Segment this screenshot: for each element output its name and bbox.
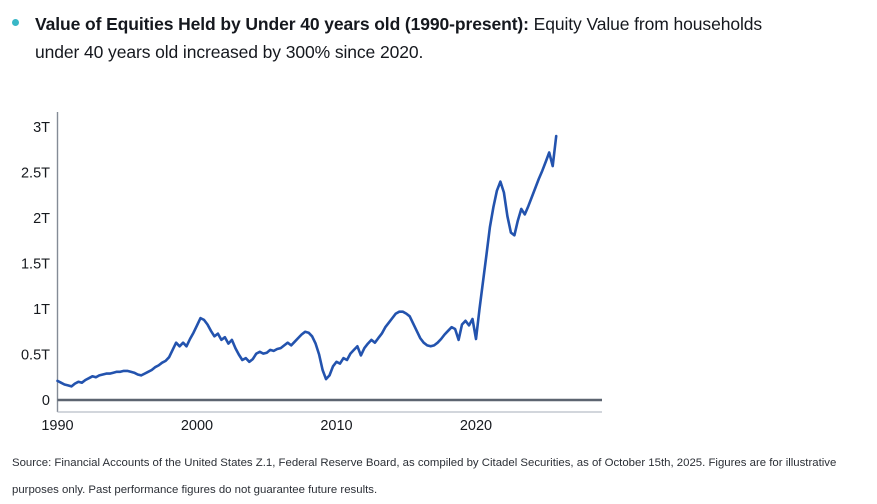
headline: Value of Equities Held by Under 40 years… bbox=[12, 10, 780, 66]
y-tick-label: 2T bbox=[33, 211, 50, 227]
equity-value-series-line bbox=[56, 134, 558, 388]
x-tick-label: 1990 bbox=[41, 418, 73, 434]
y-tick-label: 0 bbox=[42, 393, 50, 409]
x-tick-label: 2020 bbox=[460, 418, 492, 434]
chart-canvas: 0 0.5T 1T 1.5T 2T 2.5T 3T 1990 2000 2010 2020 bbox=[21, 112, 602, 434]
x-tick-label: 2000 bbox=[181, 418, 213, 434]
y-tick-label: 0.5T bbox=[21, 348, 50, 364]
headline-text: Value of Equities Held by Under 40 years… bbox=[35, 10, 780, 66]
y-tick-label: 1.5T bbox=[21, 257, 50, 273]
y-tick-label: 2.5T bbox=[21, 166, 50, 182]
bullet-marker bbox=[12, 19, 19, 26]
headline-bold: Value of Equities Held by Under 40 years… bbox=[35, 14, 529, 34]
headline-regular: Equity Value from households under 40 ye… bbox=[35, 14, 763, 62]
equity-line-chart: 0 0.5T 1T 1.5T 2T 2.5T 3T 1990 2000 2010 2020 bbox=[0, 100, 660, 445]
x-tick-label: 2010 bbox=[320, 418, 352, 434]
y-tick-label: 3T bbox=[33, 120, 50, 136]
source-note: Source: Financial Accounts of the United… bbox=[12, 457, 837, 496]
y-tick-label: 1T bbox=[33, 302, 50, 318]
